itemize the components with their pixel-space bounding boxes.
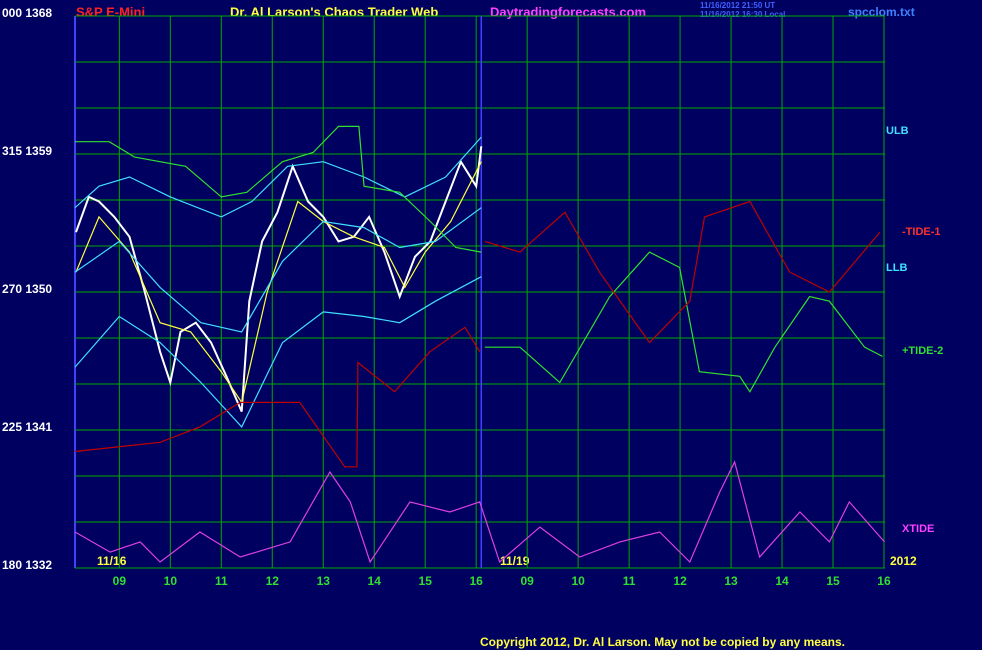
date-label: 11/16: [97, 554, 127, 568]
x-tick-label: 14: [775, 574, 789, 588]
x-tick-label: 12: [266, 574, 280, 588]
symbol: S&P E-Mini: [76, 4, 145, 19]
x-tick-label: 16: [469, 574, 483, 588]
x-tick-label: 11: [215, 574, 228, 588]
x-tick-label: 11: [623, 574, 636, 588]
y-tick-label: 000 1368: [2, 6, 52, 20]
website: Daytradingforecasts.com: [490, 4, 646, 19]
x-tick-label: 15: [419, 574, 433, 588]
file-name: spcclom.txt: [848, 5, 915, 19]
series-line: [75, 161, 482, 404]
date-label: 11/19: [500, 554, 530, 568]
series-line: [74, 276, 482, 428]
y-tick-label: 315 1359: [2, 144, 52, 158]
x-tick-label: 10: [571, 574, 585, 588]
series-line: [484, 200, 881, 344]
annotation: ULB: [886, 125, 909, 137]
annotation: LLB: [886, 262, 907, 274]
x-tick-label: 13: [317, 574, 331, 588]
series-line: [75, 125, 482, 253]
annotation: +TIDE-2: [902, 345, 943, 357]
x-tick-label: 15: [826, 574, 840, 588]
timestamp: 11/16/2012 16:30 Local: [700, 10, 785, 19]
x-tick-label: 13: [724, 574, 738, 588]
y-tick-label: 225 1341: [2, 420, 52, 434]
x-tick-label: 12: [673, 574, 687, 588]
series-line: [74, 326, 481, 468]
y-tick-label: 180 1332: [2, 558, 52, 572]
series-line: [484, 251, 883, 393]
copyright: Copyright 2012, Dr. Al Larson. May not b…: [480, 635, 845, 649]
x-tick-label: 16: [877, 574, 891, 588]
x-tick-label: 09: [520, 574, 534, 588]
y-tick-label: 270 1350: [2, 282, 52, 296]
date-label: 2012: [890, 554, 917, 568]
series-line: [74, 136, 482, 218]
timestamp: 11/16/2012 21:50 UT: [700, 1, 775, 10]
series-line: [74, 460, 885, 564]
chart-title: Dr. Al Larson's Chaos Trader Web: [230, 4, 438, 19]
x-tick-label: 10: [164, 574, 178, 588]
series-line: [74, 207, 482, 333]
x-tick-label: 14: [368, 574, 382, 588]
x-tick-label: 09: [113, 574, 127, 588]
annotation: XTIDE: [902, 523, 934, 535]
annotation: -TIDE-1: [902, 226, 941, 238]
